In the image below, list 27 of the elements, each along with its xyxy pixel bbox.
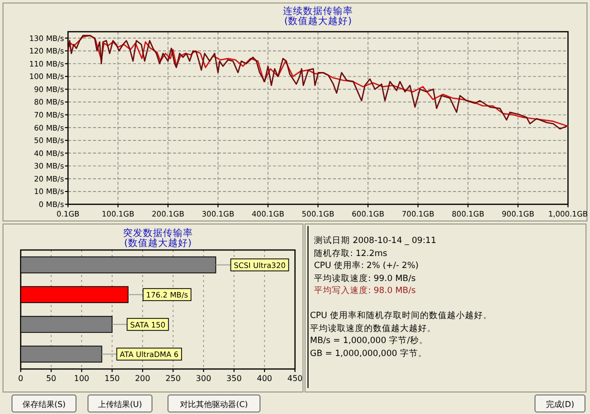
text: 测试日期 2008-10-14 _ 09:11 (314, 235, 436, 246)
text: CPU 使用率和随机存取时间的数值越小越好。 (310, 310, 492, 321)
chart-title: 连续数据传输率 (283, 5, 353, 17)
text: 平均读取速度的数值越大越好。 (310, 323, 436, 334)
chart-subtitle: (数值越大越好) (284, 15, 352, 27)
x-tick-label: 350 (226, 374, 242, 383)
x-tick-label: 150 (104, 374, 120, 383)
chart-subtitle: (数值越大越好) (124, 237, 192, 249)
x-tick-label: 100 (74, 374, 90, 383)
x-tick-label: 250 (165, 374, 181, 383)
text: 平均写入速度: 98.0 MB/s (314, 285, 416, 296)
x-tick-label: 450 (287, 374, 303, 383)
text: 保存结果(S) (22, 400, 66, 409)
x-tick-label: 400 (256, 374, 272, 383)
text: 对比其他驱动器(C) (180, 400, 248, 409)
text: 完成(D) (546, 400, 574, 409)
x-tick-label: 200 (134, 374, 150, 383)
text: GB = 1,000,000,000 字节。 (310, 348, 427, 359)
x-tick-label: 50 (46, 374, 56, 383)
text: MB/s = 1,000,000 字节/秒。 (310, 335, 428, 346)
text: CPU 使用率: 2% (+/- 2%) (314, 260, 419, 271)
x-tick-label: 0 (18, 374, 24, 383)
text: 平均读取速度: 99.0 MB/s (314, 273, 416, 284)
text: 随机存取: 12.2ms (314, 248, 388, 259)
chart-title: 突发数据传输率 (122, 227, 193, 239)
text: 上传结果(U) (98, 400, 142, 409)
x-tick-label: 300 (196, 374, 212, 383)
